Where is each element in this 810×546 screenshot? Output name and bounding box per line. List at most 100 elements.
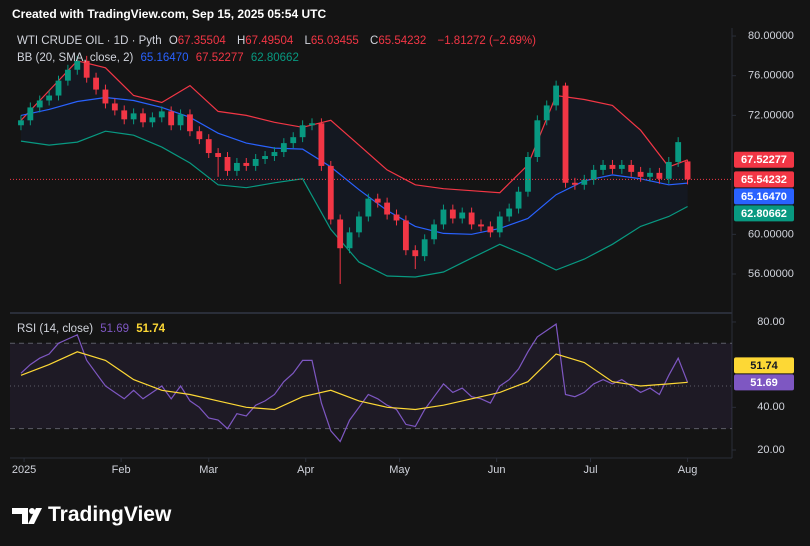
candle-body <box>478 224 484 227</box>
candle-body <box>487 226 494 233</box>
ohlc-high: H67.49504 <box>237 35 297 47</box>
candle-body <box>637 171 644 177</box>
x-tick-label: May <box>389 464 410 476</box>
value: 65.54232 <box>378 35 427 47</box>
x-tick-label: Jun <box>488 464 506 476</box>
candle-body <box>102 89 109 104</box>
symbol: WTI CRUDE OIL · 1D · Pyth <box>17 35 162 47</box>
candle-body <box>252 158 259 166</box>
candle-body <box>571 182 578 185</box>
candle-body <box>496 216 503 233</box>
candle-body <box>327 165 334 220</box>
indicator-line <box>20 323 689 443</box>
candle-body <box>449 209 456 219</box>
price-label: 67.52277 <box>741 154 787 166</box>
y-tick-label: 40.00 <box>757 401 785 413</box>
candle-body <box>393 214 400 221</box>
candle-body <box>64 69 71 81</box>
candle-body <box>18 120 24 126</box>
logo-text: TradingView <box>48 503 172 526</box>
y-tick-label: 80.00000 <box>748 30 794 42</box>
candle-body <box>46 95 53 101</box>
candle-body <box>543 105 550 121</box>
candle-body <box>55 80 62 96</box>
candle-body <box>431 224 437 240</box>
logo-icon <box>12 508 42 524</box>
candle-body <box>111 103 118 111</box>
candle-body <box>130 113 137 120</box>
candle-body <box>506 208 513 217</box>
candle-body <box>647 172 653 177</box>
candle-body <box>684 161 691 180</box>
candle-body <box>534 120 541 158</box>
candle-body <box>675 142 682 162</box>
candle-body <box>346 232 353 249</box>
candle-body <box>618 164 625 169</box>
candle-body <box>224 157 231 171</box>
x-tick-label: Feb <box>112 464 131 476</box>
candle-body <box>121 110 128 120</box>
rsi-name: RSI (14, close) <box>17 323 94 335</box>
candle-body <box>384 202 391 215</box>
candle-body <box>665 161 672 179</box>
y-tick-label: 60.00000 <box>748 228 794 240</box>
x-tick-label: Jul <box>584 464 598 476</box>
prefix: C <box>370 35 379 47</box>
candle-body <box>74 60 81 70</box>
candle-body <box>365 198 372 217</box>
candle-body <box>93 77 99 90</box>
candle-body <box>609 164 616 169</box>
candle-body <box>553 85 560 106</box>
ohlc-low: L65.03455 <box>304 35 362 47</box>
candle-body <box>421 239 428 257</box>
candle-body <box>262 156 268 159</box>
candle-body <box>243 162 250 166</box>
candle-body <box>402 220 409 251</box>
x-tick-label: 2025 <box>12 464 36 476</box>
candle-body <box>374 198 381 203</box>
candle-body <box>27 107 34 121</box>
price-label-bg <box>734 205 794 222</box>
price-label: 51.74 <box>750 360 778 372</box>
price-label: 65.54232 <box>741 174 787 186</box>
candle-body <box>515 191 522 209</box>
price-label-bg <box>734 151 794 168</box>
candle-body <box>309 123 315 126</box>
change: −1.81272 (−2.69%) <box>437 35 536 47</box>
candle-body <box>299 125 306 138</box>
y-tick-label: 72.00000 <box>748 109 794 121</box>
price-legend: WTI CRUDE OIL · 1D · Pyth O67.35504 H67.… <box>17 35 540 47</box>
candle-body <box>656 172 663 179</box>
price-label: 51.69 <box>750 377 778 389</box>
candle-body <box>581 179 588 185</box>
rsi-value: 51.69 <box>100 323 130 335</box>
candle-body <box>356 216 362 233</box>
candle-body <box>628 164 635 172</box>
bb-basis: 65.16470 <box>140 52 189 64</box>
bb-upper: 67.52277 <box>195 52 244 64</box>
candle-body <box>158 111 165 118</box>
candle-body <box>149 117 156 123</box>
ohlc-open: O67.35504 <box>169 35 230 47</box>
candle-body <box>177 114 184 126</box>
x-tick-label: Aug <box>678 464 698 476</box>
candle-body <box>168 111 175 126</box>
candle-body <box>468 212 475 225</box>
price-label: 62.80662 <box>741 208 787 220</box>
y-tick-label: 20.00 <box>757 444 785 456</box>
candle-body <box>36 100 43 108</box>
y-tick-label: 56.00000 <box>748 268 794 280</box>
prefix: L <box>304 35 311 47</box>
candle-body <box>140 113 146 123</box>
candle-body <box>196 131 203 140</box>
ohlc-close: C65.54232 <box>370 35 430 47</box>
candle-body <box>271 152 278 157</box>
candle-body <box>337 219 344 249</box>
header: Created with TradingView.com, Sep 15, 20… <box>12 7 327 21</box>
candle-body <box>412 250 419 257</box>
value: 67.35504 <box>177 35 226 47</box>
price-label-bg <box>734 171 794 188</box>
